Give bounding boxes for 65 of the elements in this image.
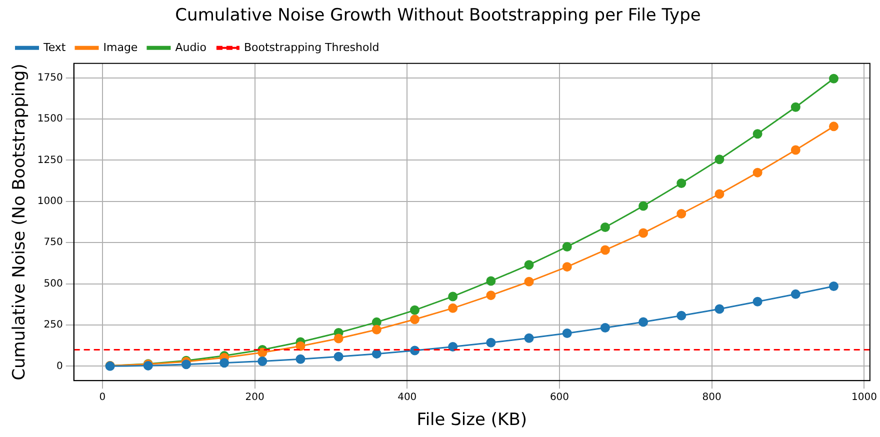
y-axis-title: Cumulative Noise (No Bootstrapping) [10, 64, 30, 380]
point [714, 189, 724, 199]
point [600, 245, 610, 255]
point [448, 292, 458, 302]
point [752, 296, 762, 306]
point [334, 334, 344, 344]
point [372, 349, 382, 359]
point [638, 201, 648, 211]
point [220, 358, 230, 368]
y-tick-label: 1250 [37, 154, 63, 166]
point [752, 129, 762, 139]
point [296, 341, 306, 351]
y-tick-label: 250 [44, 320, 63, 331]
point [486, 290, 496, 300]
point [600, 222, 610, 232]
y-tick-label: 1500 [37, 114, 63, 125]
y-tick-label: 1750 [37, 72, 63, 84]
point [790, 145, 800, 155]
point [676, 178, 686, 188]
point [676, 310, 686, 320]
point [562, 328, 572, 338]
point [828, 282, 838, 292]
point [524, 260, 534, 270]
point [410, 305, 420, 315]
x-tick-label: 200 [245, 392, 264, 404]
point [562, 262, 572, 272]
point [714, 304, 724, 314]
point [828, 74, 838, 84]
x-tick-label: 1000 [851, 392, 877, 404]
legend-label: Image [103, 40, 138, 54]
x-tick-label: 800 [702, 392, 722, 404]
point [448, 303, 458, 313]
point [448, 342, 458, 352]
point [524, 333, 534, 343]
x-tick-label: 400 [398, 392, 417, 404]
legend-label: Bootstrapping Threshold [244, 40, 380, 54]
point [372, 324, 382, 334]
point [410, 314, 420, 324]
point [486, 338, 496, 348]
y-tick-label: 1000 [37, 196, 63, 207]
point [181, 360, 191, 370]
x-axis-title: File Size (KB) [416, 410, 527, 430]
x-tick-label: 600 [550, 392, 570, 404]
point [600, 323, 610, 333]
point [714, 154, 724, 164]
point [638, 228, 648, 238]
legend-label: Audio [175, 40, 207, 54]
y-tick-label: 750 [44, 237, 63, 248]
point [790, 102, 800, 112]
point [790, 289, 800, 299]
chart-title: Cumulative Noise Growth Without Bootstrapping per File Type [175, 6, 701, 26]
point [752, 168, 762, 178]
point [638, 317, 648, 327]
point [296, 354, 306, 364]
point [828, 122, 838, 132]
point [334, 352, 344, 362]
point [486, 276, 496, 286]
point [562, 242, 572, 252]
point [524, 276, 534, 286]
x-tick-label: 0 [99, 392, 106, 404]
point [676, 209, 686, 219]
legend-label: Text [42, 40, 66, 54]
y-tick-label: 0 [56, 360, 63, 372]
point [258, 356, 268, 366]
y-tick-label: 500 [44, 278, 63, 290]
